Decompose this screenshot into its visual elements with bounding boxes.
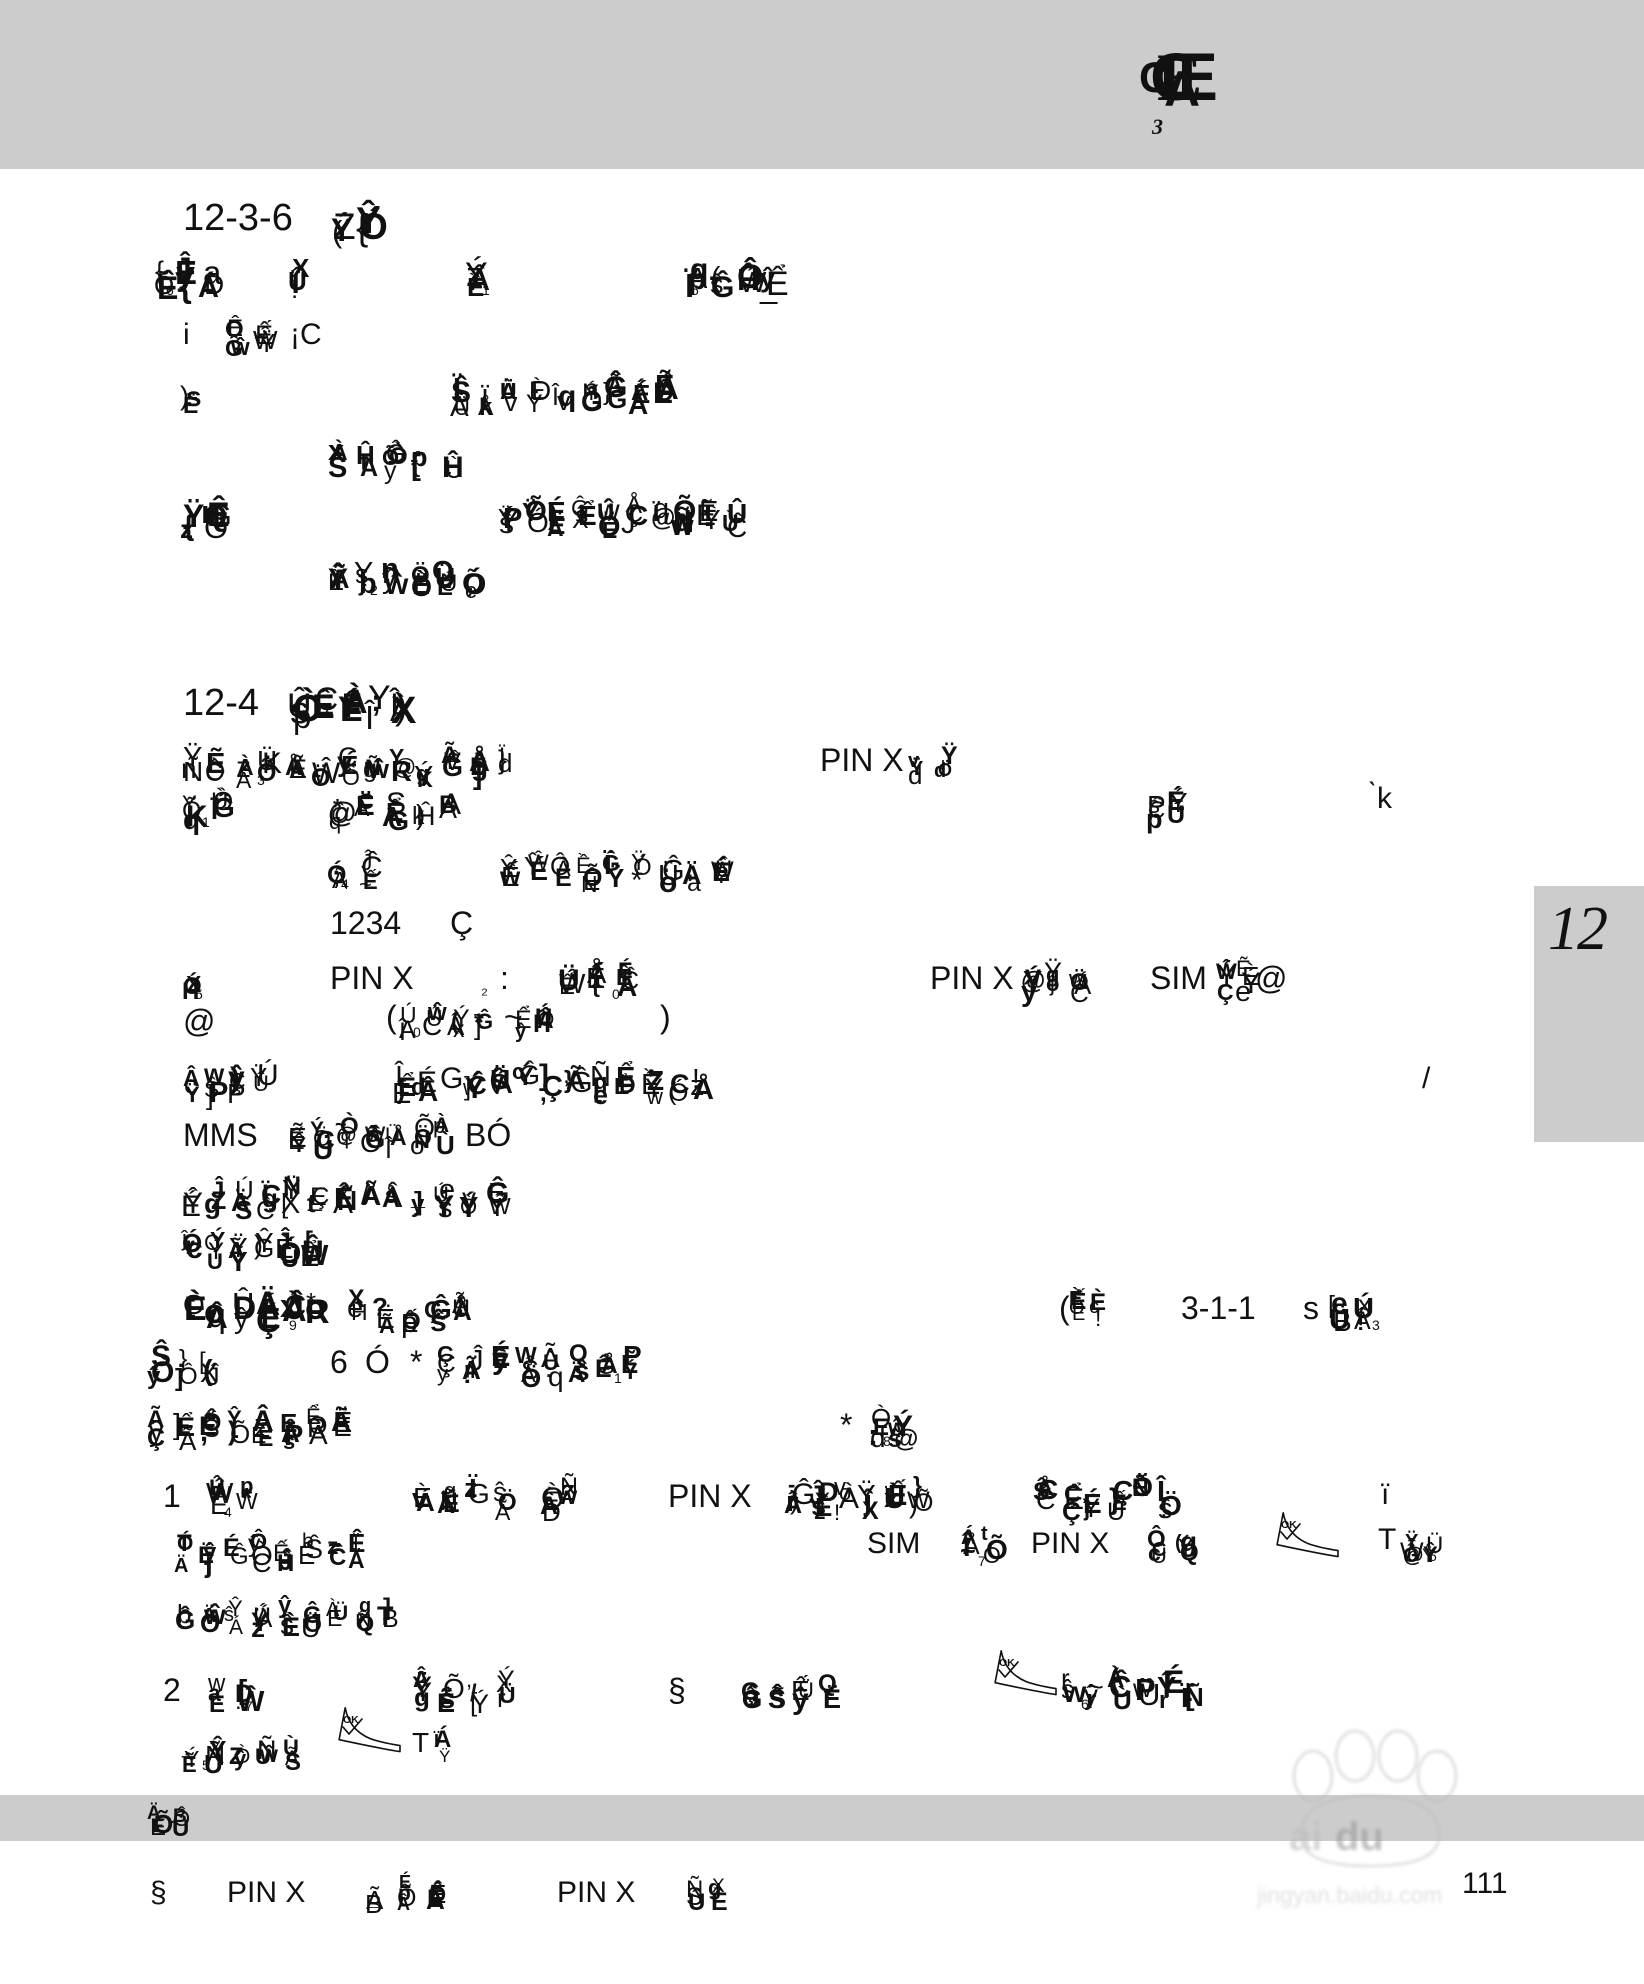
svg-text:du: du: [1335, 1815, 1384, 1859]
svg-text:ai: ai: [1289, 1815, 1322, 1859]
svg-text:经验: 经验: [1452, 1810, 1512, 1843]
svg-text:jingyan.baidu.com: jingyan.baidu.com: [1256, 1882, 1442, 1908]
